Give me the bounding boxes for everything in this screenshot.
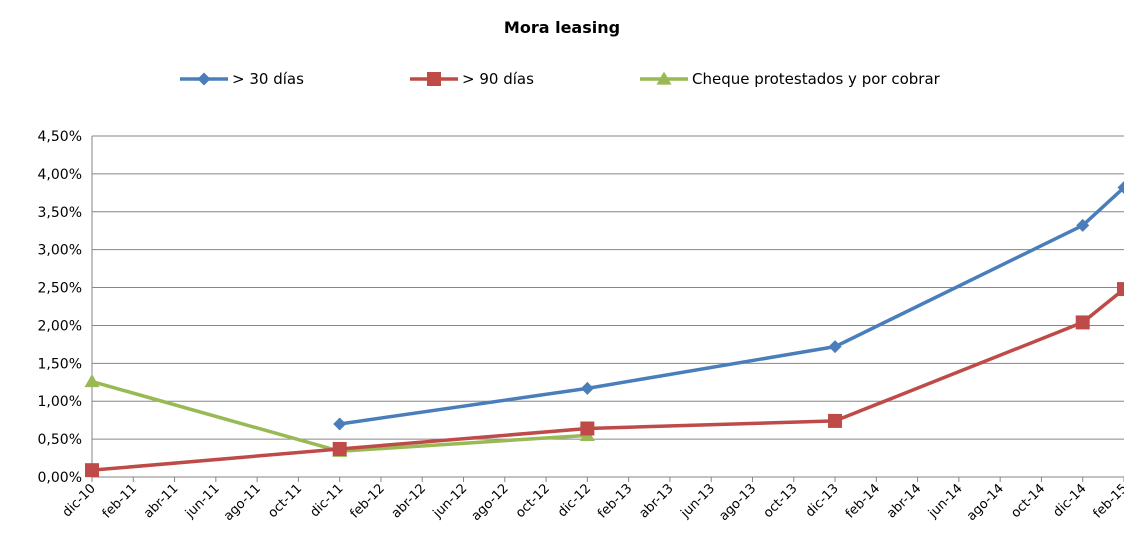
legend-label: > 90 días xyxy=(462,70,534,88)
gridlines xyxy=(92,135,1124,440)
chart-title: Mora leasing xyxy=(503,18,621,37)
x-tick-label: jun-14 xyxy=(925,481,966,522)
x-tick-label: oct-12 xyxy=(513,481,553,521)
data-point xyxy=(1076,218,1090,232)
y-tick-labels: 0,00% 0,50% 1,00% 1,50% 2,00% 2,50% 3,00% 3,50%… xyxy=(38,129,82,486)
data-point xyxy=(84,374,100,388)
legend-marker xyxy=(427,72,441,86)
y-tick-label: 1,00% xyxy=(38,394,82,410)
legend: > 30 días > 90 días Cheque protestados y p… xyxy=(180,70,941,88)
x-tick-label: abr-12 xyxy=(389,481,429,521)
x-tick-label: feb-13 xyxy=(595,481,635,521)
data-point xyxy=(580,421,595,436)
x-tick-label: dic-11 xyxy=(307,481,346,520)
legend-label: Cheque protestados y por cobrar xyxy=(692,70,941,88)
data-point xyxy=(828,340,842,354)
legend-entry: > 30 días xyxy=(180,70,304,88)
x-tick-label: oct-13 xyxy=(761,481,801,521)
y-tick-label: 3,00% xyxy=(38,243,82,259)
y-tick-label: 2,50% xyxy=(38,281,82,297)
x-tick-label: abr-13 xyxy=(636,481,676,521)
legend-entry: Cheque protestados y por cobrar xyxy=(640,70,941,88)
legend-marker xyxy=(656,71,672,85)
x-tick-label: abr-11 xyxy=(141,481,181,521)
series-line xyxy=(90,379,590,453)
x-tick-label: dic-13 xyxy=(803,481,842,520)
x-tick-label: oct-14 xyxy=(1008,481,1048,521)
x-tick-label: jun-12 xyxy=(430,481,471,522)
series-line xyxy=(90,287,1124,472)
legend-marker xyxy=(197,72,211,86)
y-tick-label: 4,00% xyxy=(38,167,82,183)
data-point xyxy=(333,417,347,431)
data-point xyxy=(1117,282,1124,297)
x-tick-label: ago-12 xyxy=(469,481,512,524)
x-tick-label: feb-15 xyxy=(1090,481,1124,521)
x-tick-label: ago-11 xyxy=(221,481,264,524)
legend-label: > 30 días xyxy=(232,70,304,88)
series-lines xyxy=(84,181,1124,478)
axes xyxy=(91,136,1124,482)
data-point xyxy=(332,441,347,456)
y-tick-label: 0,00% xyxy=(38,470,82,486)
x-tick-label: feb-14 xyxy=(843,481,883,521)
y-tick-label: 2,00% xyxy=(38,318,82,334)
data-point xyxy=(828,413,843,428)
y-tick-label: 1,50% xyxy=(38,356,82,372)
y-tick-label: 0,50% xyxy=(38,432,82,448)
x-tick-label: ago-14 xyxy=(964,481,1007,524)
x-tick-label: dic-12 xyxy=(555,481,594,520)
data-point xyxy=(85,463,99,478)
x-tick-label: dic-10 xyxy=(60,481,99,520)
x-tick-label: abr-14 xyxy=(884,481,924,521)
x-tick-label: feb-12 xyxy=(347,481,387,521)
series-line xyxy=(337,185,1124,426)
y-tick-label: 3,50% xyxy=(38,205,82,221)
x-tick-label: feb-11 xyxy=(100,481,140,521)
y-tick-label: 4,50% xyxy=(38,129,82,145)
x-tick-label: jun-11 xyxy=(182,481,223,522)
x-tick-label: ago-13 xyxy=(716,481,759,524)
legend-entry: > 90 días xyxy=(410,70,534,88)
x-tick-label: jun-13 xyxy=(677,481,718,522)
x-tick-label: dic-14 xyxy=(1050,481,1089,520)
data-point xyxy=(1117,181,1124,195)
x-tick-label: oct-11 xyxy=(265,481,305,521)
data-point xyxy=(580,381,594,395)
data-point xyxy=(1075,315,1090,330)
